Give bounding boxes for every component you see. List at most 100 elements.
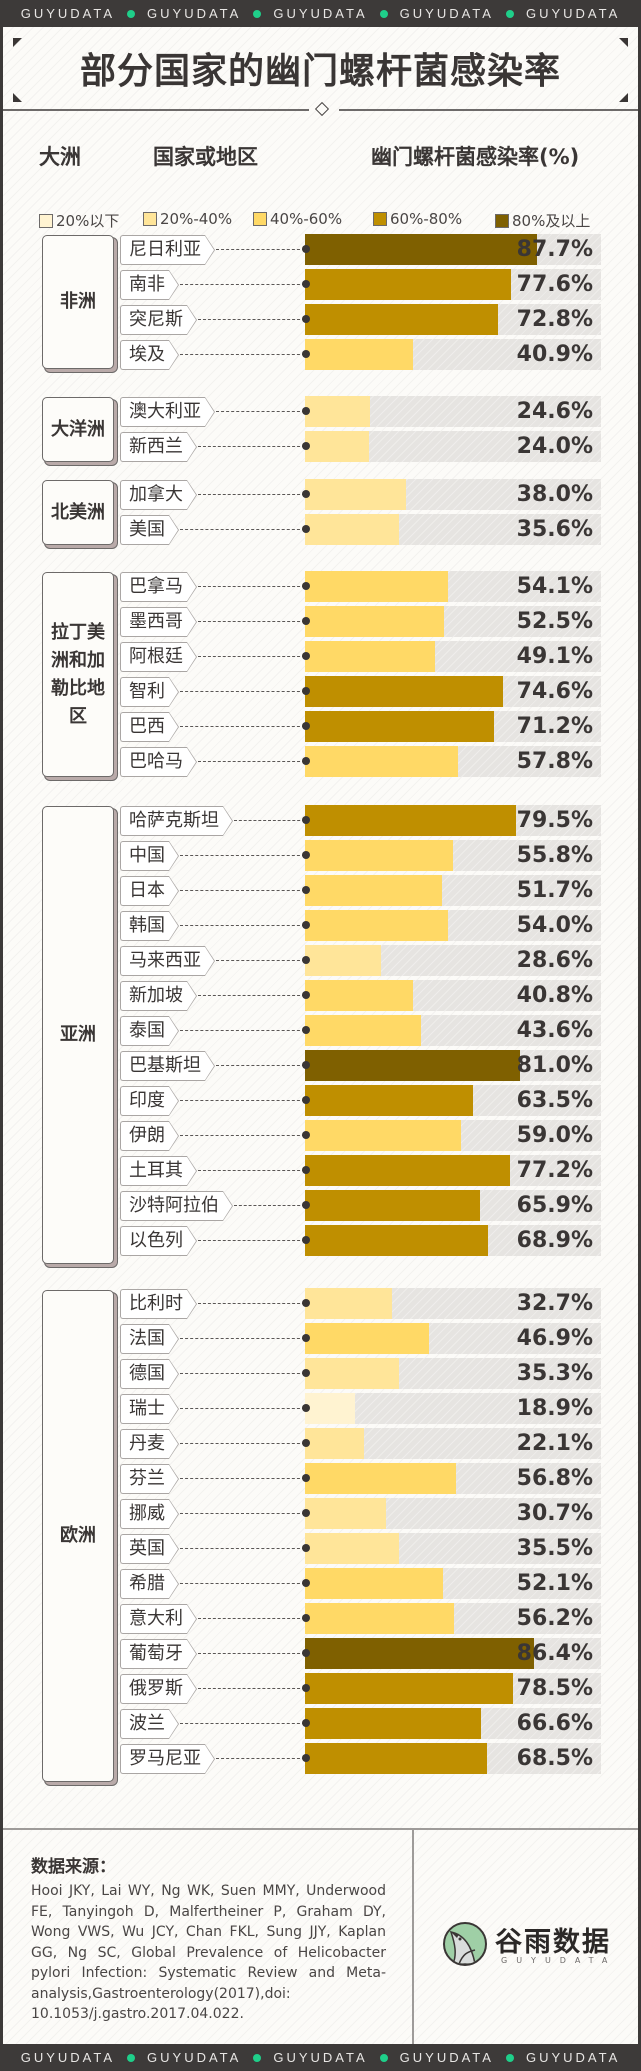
bar-track: 65.9%	[305, 1190, 601, 1221]
leader-line	[180, 1548, 305, 1549]
chart-row: 埃及 40.9%	[3, 339, 638, 370]
legend-item: 80%及以上	[495, 210, 590, 231]
leader-dot-icon	[302, 652, 310, 660]
country-label: 澳大利亚	[120, 397, 215, 427]
bar-track: 77.6%	[305, 269, 601, 300]
leader-dot-icon	[302, 1754, 310, 1762]
chart-row: 巴基斯坦 81.0%	[3, 1050, 638, 1081]
bar-fill	[305, 1015, 421, 1046]
bar-track: 52.1%	[305, 1568, 601, 1599]
leader-line	[198, 319, 305, 320]
country-label: 尼日利亚	[120, 235, 215, 265]
value-label: 63.5%	[516, 1088, 593, 1113]
country-label: 比利时	[120, 1289, 197, 1319]
leader-line	[180, 284, 305, 285]
value-label: 56.8%	[516, 1466, 593, 1491]
banner-word: GUYUDATA	[525, 6, 621, 21]
leader-dot-icon	[302, 1509, 310, 1517]
chart-row: 新西兰 24.0%	[3, 431, 638, 462]
leader-dot-icon	[302, 350, 310, 358]
chart-row: 意大利 56.2%	[3, 1603, 638, 1634]
bar-fill	[305, 1673, 513, 1704]
leader-dot-icon	[302, 1649, 310, 1657]
legend-item: 60%-80%	[373, 210, 462, 228]
continent-label: 亚洲	[42, 806, 114, 1264]
corner-mark-bl	[13, 93, 22, 102]
banner-word: GUYUDATA	[147, 2050, 242, 2065]
chart-row: 澳大利亚 24.6%	[3, 396, 638, 427]
country-label: 埃及	[120, 340, 179, 370]
chart-row: 法国 46.9%	[3, 1323, 638, 1354]
leader-dot-icon	[302, 1236, 310, 1244]
value-label: 52.5%	[516, 609, 593, 634]
leader-dot-icon	[302, 525, 310, 533]
value-label: 32.7%	[516, 1291, 593, 1316]
country-label: 土耳其	[120, 1156, 197, 1186]
country-label: 芬兰	[120, 1464, 179, 1494]
leader-line	[180, 1723, 305, 1724]
leader-dot-icon	[302, 687, 310, 695]
leader-line	[180, 1443, 305, 1444]
leader-line	[216, 1065, 305, 1066]
bar-track: 18.9%	[305, 1393, 601, 1424]
leader-line	[180, 1100, 305, 1101]
country-label: 阿根廷	[120, 642, 197, 672]
leader-line	[198, 656, 305, 657]
logo-sub-text: GUYUDATA	[501, 1956, 617, 1965]
bar-track: 49.1%	[305, 641, 601, 672]
chart-row: 挪威 30.7%	[3, 1498, 638, 1529]
leader-line	[216, 249, 305, 250]
bar-fill	[305, 1743, 487, 1774]
legend-swatch	[373, 212, 387, 226]
banner-dot-icon	[253, 9, 262, 18]
value-label: 43.6%	[516, 1018, 593, 1043]
chart-row: 中国 55.8%	[3, 840, 638, 871]
legend-item: 20%-40%	[143, 210, 232, 228]
chart-row: 韩国 54.0%	[3, 910, 638, 941]
bird-logo-icon	[443, 1922, 487, 1966]
chart-row: 瑞士 18.9%	[3, 1393, 638, 1424]
bar-fill	[305, 1498, 386, 1529]
continent-label: 拉丁美 洲和加 勒比地区	[42, 572, 114, 777]
value-label: 46.9%	[516, 1326, 593, 1351]
country-label: 沙特阿拉伯	[120, 1191, 233, 1221]
banner-dot-icon	[505, 2053, 514, 2062]
banner-word: GUYUDATA	[273, 2050, 368, 2065]
country-label: 波兰	[120, 1709, 179, 1739]
leader-line	[198, 995, 305, 996]
bar-track: 30.7%	[305, 1498, 601, 1529]
leader-dot-icon	[302, 851, 310, 859]
chart-row: 以色列 68.9%	[3, 1225, 638, 1256]
leader-line	[234, 820, 305, 821]
value-label: 40.8%	[516, 983, 593, 1008]
bar-fill	[305, 396, 370, 427]
chart-row: 芬兰 56.8%	[3, 1463, 638, 1494]
legend-label: 40%-60%	[270, 210, 343, 228]
bar-track: 40.8%	[305, 980, 601, 1011]
legend-label: 20%以下	[56, 212, 120, 230]
header-rate: 幽门螺杆菌感染率(%)	[371, 145, 580, 169]
leader-dot-icon	[302, 1404, 310, 1412]
bar-track: 74.6%	[305, 676, 601, 707]
country-label: 法国	[120, 1324, 179, 1354]
continent-label: 北美洲	[42, 480, 114, 545]
top-banner: GUYUDATA GUYUDATA GUYUDATA GUYUDATA GUYUDATA	[0, 0, 641, 27]
chart-row: 巴拿马 54.1%	[3, 571, 638, 602]
banner-word: GUYUDATA	[20, 2050, 116, 2065]
country-label: 印度	[120, 1086, 179, 1116]
leader-dot-icon	[302, 1299, 310, 1307]
bottom-banner: GUYUDATA GUYUDATA GUYUDATA GUYUDATA GUYUDATA	[0, 2044, 641, 2071]
legend-swatch	[253, 212, 267, 226]
chart-row: 南非 77.6%	[3, 269, 638, 300]
country-label: 德国	[120, 1359, 179, 1389]
value-label: 38.0%	[516, 482, 593, 507]
bar-track: 66.6%	[305, 1708, 601, 1739]
chart-row: 阿根廷 49.1%	[3, 641, 638, 672]
chart-row: 智利 74.6%	[3, 676, 638, 707]
bar-fill	[305, 1358, 399, 1389]
bar-track: 24.0%	[305, 431, 601, 462]
chart-row: 印度 63.5%	[3, 1085, 638, 1116]
bar-fill	[305, 1568, 443, 1599]
bar-track: 78.5%	[305, 1673, 601, 1704]
bar-fill	[305, 676, 503, 707]
